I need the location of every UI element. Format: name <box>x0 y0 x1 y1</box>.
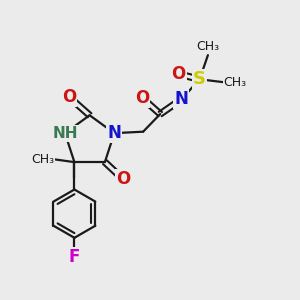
Text: O: O <box>62 88 76 106</box>
Text: N: N <box>175 90 188 108</box>
Text: S: S <box>193 70 206 88</box>
Text: F: F <box>69 248 80 266</box>
Text: O: O <box>135 89 149 107</box>
Text: CH₃: CH₃ <box>196 40 220 53</box>
Text: NH: NH <box>52 126 78 141</box>
Text: CH₃: CH₃ <box>224 76 247 89</box>
Text: N: N <box>107 124 121 142</box>
Text: O: O <box>171 65 186 83</box>
Text: O: O <box>116 170 130 188</box>
Text: CH₃: CH₃ <box>31 153 54 166</box>
